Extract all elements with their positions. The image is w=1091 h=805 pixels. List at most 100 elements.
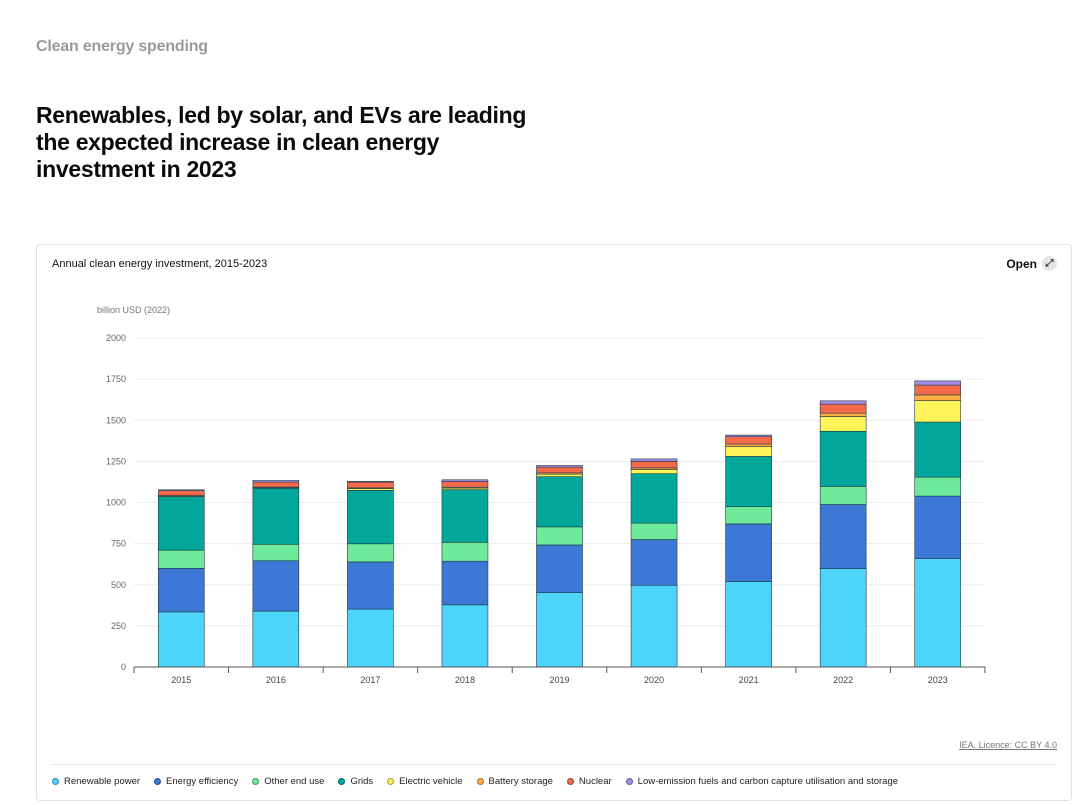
bar-segment[interactable] xyxy=(536,465,583,468)
bar-segment[interactable] xyxy=(347,543,394,563)
legend-label: Nuclear xyxy=(578,776,612,787)
bar-segment[interactable] xyxy=(819,403,867,414)
bar-segment[interactable] xyxy=(630,539,678,586)
y-tick-label: 500 xyxy=(111,580,126,590)
bar-segment[interactable] xyxy=(725,446,772,457)
bar-segment[interactable] xyxy=(347,490,394,545)
bar-segment[interactable] xyxy=(914,400,962,423)
bar-segment[interactable] xyxy=(725,434,772,437)
x-tick-label: 2022 xyxy=(833,675,853,685)
bar-segment[interactable] xyxy=(157,490,205,496)
bar-segment[interactable] xyxy=(630,458,678,462)
legend-item[interactable]: Other end use xyxy=(252,776,324,787)
licence-link[interactable]: IEA. Licence: CC BY 4.0 xyxy=(959,740,1057,750)
bar-segment[interactable] xyxy=(630,461,678,469)
bar-segment[interactable] xyxy=(441,479,489,482)
open-button[interactable]: Open ⤢ xyxy=(1006,256,1057,271)
y-tick-label: 2000 xyxy=(106,333,126,343)
x-tick-label: 2018 xyxy=(455,675,475,685)
bar-segment[interactable] xyxy=(914,495,962,559)
legend-item[interactable]: Renewable power xyxy=(52,776,140,787)
bar-segment[interactable] xyxy=(819,486,867,505)
bar-segment[interactable] xyxy=(914,558,962,668)
bar-segment[interactable] xyxy=(441,560,489,606)
legend-label: Low-emission fuels and carbon capture ut… xyxy=(637,776,899,787)
bar-segment[interactable] xyxy=(725,443,772,447)
legend-item[interactable]: Energy efficiency xyxy=(154,776,238,787)
bar-segment[interactable] xyxy=(347,481,394,489)
bar-segment[interactable] xyxy=(819,504,867,569)
bar-segment[interactable] xyxy=(725,581,772,668)
bar-segment[interactable] xyxy=(914,421,962,478)
legend-item[interactable]: Low-emission fuels and carbon capture ut… xyxy=(625,776,899,787)
bar-segment[interactable] xyxy=(725,456,772,507)
bar-segment[interactable] xyxy=(536,544,583,593)
legend-divider xyxy=(52,764,1056,765)
chart-card: Annual clean energy investment, 2015-202… xyxy=(36,244,1072,801)
bar-segment[interactable] xyxy=(252,610,300,668)
bar-segment[interactable] xyxy=(725,436,772,445)
bar-segment[interactable] xyxy=(630,584,678,668)
open-label: Open xyxy=(1006,256,1037,271)
bar-segment[interactable] xyxy=(819,430,867,487)
x-tick-label: 2023 xyxy=(928,675,948,685)
legend-item[interactable]: Grids xyxy=(338,776,373,787)
legend-item[interactable]: Electric vehicle xyxy=(387,776,463,787)
bar-segment[interactable] xyxy=(252,560,300,612)
section-label: Clean energy spending xyxy=(36,38,208,55)
bar-segment[interactable] xyxy=(630,469,678,475)
bar-segment[interactable] xyxy=(914,394,962,401)
chart-title: Annual clean energy investment, 2015-202… xyxy=(52,258,268,270)
bar-segment[interactable] xyxy=(914,476,962,497)
legend-item[interactable]: Battery storage xyxy=(476,776,553,787)
bar-segment[interactable] xyxy=(630,522,678,540)
bar-segment[interactable] xyxy=(819,568,867,668)
bar-segment[interactable] xyxy=(819,416,867,432)
bar-segment[interactable] xyxy=(536,592,583,668)
bar-segment[interactable] xyxy=(157,496,205,551)
bar-segment[interactable] xyxy=(347,561,394,610)
bar-segment[interactable] xyxy=(441,604,489,668)
bar-segment[interactable] xyxy=(252,488,300,545)
bar-segment[interactable] xyxy=(725,523,772,582)
y-tick-label: 1000 xyxy=(106,498,126,508)
bar-segment[interactable] xyxy=(157,611,205,668)
bar-segment[interactable] xyxy=(157,549,205,569)
bars xyxy=(157,380,962,668)
bar-segment[interactable] xyxy=(157,567,205,613)
legend-label: Energy efficiency xyxy=(166,776,239,787)
y-tick-labels: 0 250 500 750 1000 1250 1500 1750 2000 xyxy=(106,333,126,672)
y-tick-label: 1250 xyxy=(106,456,126,466)
bar-segment[interactable] xyxy=(914,384,962,396)
bar-segment[interactable] xyxy=(914,380,962,386)
legend-item[interactable]: Nuclear xyxy=(566,776,612,787)
bar-segment[interactable] xyxy=(157,489,205,491)
bar-segment[interactable] xyxy=(536,473,583,477)
legend-swatch xyxy=(476,778,484,785)
bar-segment[interactable] xyxy=(725,506,772,525)
expand-arrows-icon: ⤢ xyxy=(1042,256,1057,271)
bar-segment[interactable] xyxy=(347,480,394,483)
bar-segment[interactable] xyxy=(536,466,583,474)
x-tick-label: 2020 xyxy=(644,675,664,685)
bar-segment[interactable] xyxy=(819,412,867,417)
y-tick-label: 0 xyxy=(121,662,126,672)
bar-segment[interactable] xyxy=(347,608,394,668)
legend-label: Battery storage xyxy=(488,776,553,787)
bar-segment[interactable] xyxy=(252,481,300,488)
legend-label: Other end use xyxy=(264,776,325,787)
legend-label: Electric vehicle xyxy=(399,776,463,787)
y-tick-label: 750 xyxy=(111,539,126,549)
bar-segment[interactable] xyxy=(441,542,489,562)
bar-segment[interactable] xyxy=(441,481,489,488)
bar-segment[interactable] xyxy=(819,400,867,405)
bar-segment[interactable] xyxy=(630,473,678,524)
legend-swatch xyxy=(338,778,346,785)
legend-label: Renewable power xyxy=(64,776,141,787)
legend-swatch xyxy=(566,778,574,785)
bar-segment[interactable] xyxy=(252,543,300,562)
bar-segment[interactable] xyxy=(441,489,489,543)
bar-segment[interactable] xyxy=(536,476,583,528)
bar-segment[interactable] xyxy=(252,480,300,483)
bar-segment[interactable] xyxy=(536,526,583,546)
